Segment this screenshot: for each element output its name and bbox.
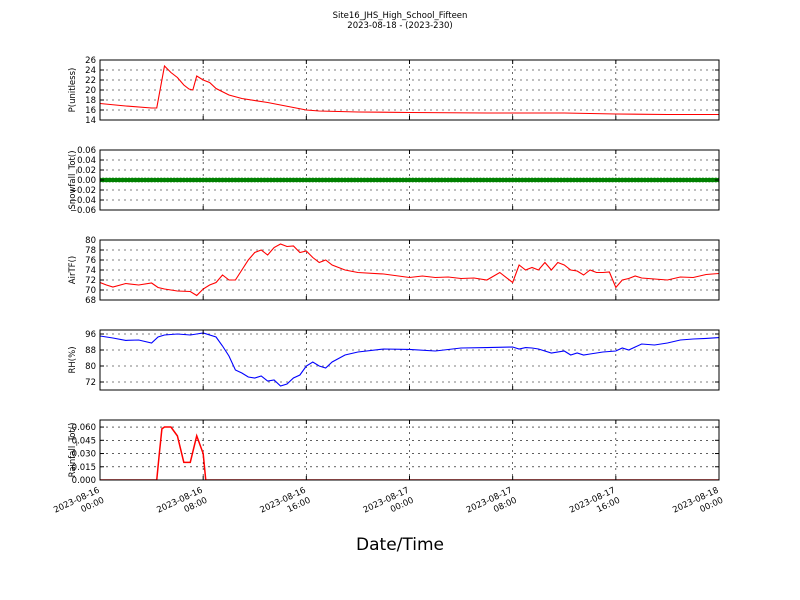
y-axis-label: P(unitless) (68, 68, 78, 113)
y-tick-label: 72 (85, 276, 96, 286)
y-tick-label: 0.04 (77, 156, 96, 166)
series-line (100, 426, 719, 480)
y-tick-label: 18 (85, 96, 96, 106)
y-tick-label: 80 (85, 362, 96, 372)
y-tick-label: 96 (85, 330, 96, 340)
figure-title: Site16_JHS_High_School_Fifteen (332, 11, 468, 21)
y-axis-label: AirTF() (68, 256, 78, 284)
series-points (100, 177, 719, 183)
series-line (100, 243, 719, 297)
y-tick-label: 0.045 (72, 436, 96, 446)
y-tick-label: 0.06 (77, 146, 96, 156)
y-tick-label: 0.030 (72, 450, 96, 460)
grid (100, 240, 719, 300)
y-axis-label: RH(%) (68, 346, 78, 373)
y-axis-label: Rainfall_Tot() (68, 423, 78, 478)
y-tick-label: 0.000 (72, 476, 96, 486)
y-tick-label: 70 (85, 286, 96, 296)
y-tick-label: 22 (85, 76, 96, 86)
y-tick-label: −0.06 (70, 206, 96, 216)
y-tick-label: 76 (85, 256, 96, 266)
y-tick-label: −0.02 (70, 186, 96, 196)
y-axis-label: Snowfall_Tot() (68, 150, 78, 209)
y-tick-label: 80 (85, 236, 96, 246)
grid (100, 330, 719, 390)
y-tick-label: 0.02 (77, 166, 96, 176)
y-tick-label: 74 (85, 266, 96, 276)
y-tick-label: 14 (85, 116, 96, 126)
panel-snowfall: −0.06−0.04−0.020.000.020.040.06Snowfall_… (68, 146, 720, 216)
y-tick-label: 78 (85, 246, 96, 256)
y-tick-label: 0.015 (72, 463, 96, 473)
y-tick-label: 68 (85, 296, 96, 306)
y-tick-label: 16 (85, 106, 96, 116)
y-tick-label: 0.060 (72, 423, 96, 433)
series-line (100, 64, 719, 116)
panel-relative-humidity: 72 80 88 96 RH(%) (68, 329, 720, 391)
y-tick-label: 26 (85, 56, 96, 66)
figure-subtitle: 2023-08-18 - (2023-230) (347, 21, 453, 31)
y-tick-label: 72 (85, 378, 96, 388)
y-tick-label: 24 (85, 66, 96, 76)
y-tick-label: 20 (85, 86, 96, 96)
x-axis-label: Date/Time (356, 535, 444, 555)
y-tick-label: 0.00 (77, 176, 96, 186)
y-tick-label: 88 (85, 346, 96, 356)
y-tick-label: −0.04 (70, 196, 96, 206)
